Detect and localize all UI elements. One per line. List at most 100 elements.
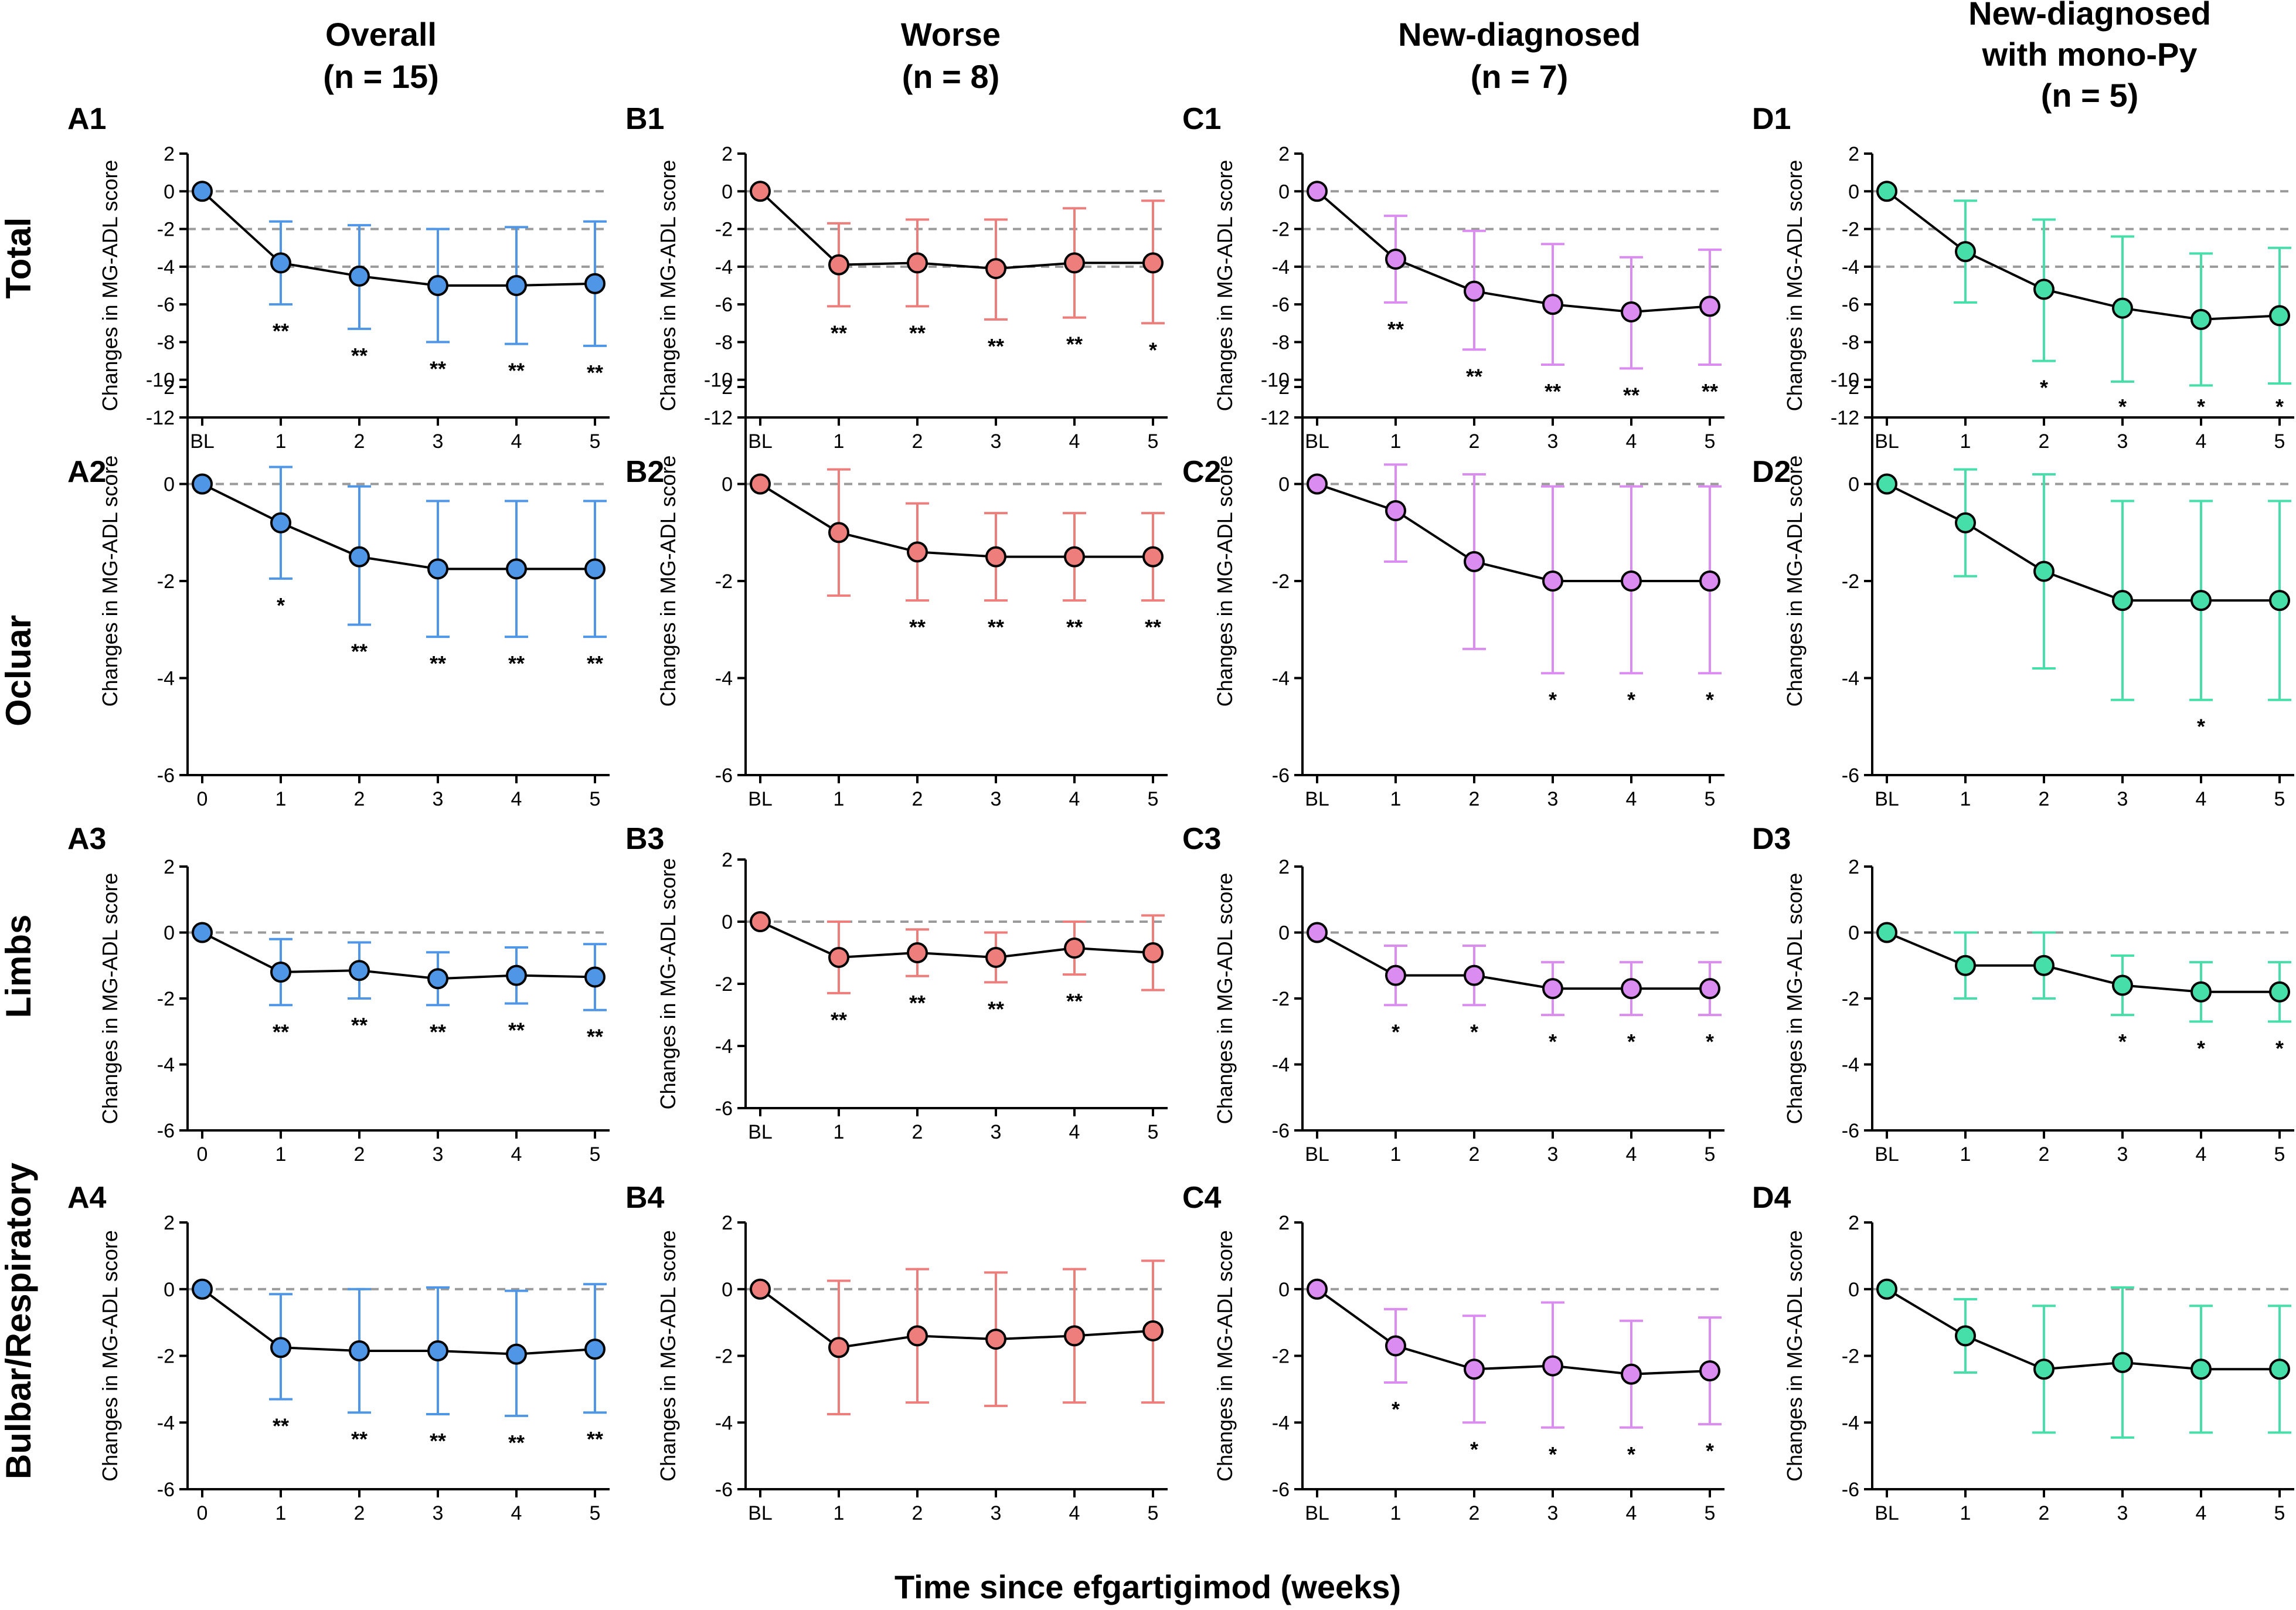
significance-marker: * xyxy=(2118,1030,2127,1054)
y-tick-label: 2 xyxy=(1848,856,1859,878)
y-axis-label: Changes in MG-ADL score xyxy=(1783,1230,1807,1482)
row-title-1: Total xyxy=(0,218,38,299)
y-tick-label: -10 xyxy=(1261,369,1290,392)
panel-label-A2: A2 xyxy=(67,455,106,489)
x-tick-label: 2 xyxy=(912,788,923,810)
y-axis-label: Changes in MG-ADL score xyxy=(1213,873,1237,1125)
y-tick-label: -4 xyxy=(157,668,175,690)
panel-A4: A4 2 0 -2 -4 -6 0 1 2 3 4 5 Changes in MG-ADL score *… xyxy=(67,1181,610,1524)
panel-label-D1: D1 xyxy=(1752,102,1791,136)
y-tick-label: -4 xyxy=(157,256,175,278)
y-tick-label: -6 xyxy=(1842,765,1859,787)
series-line xyxy=(1317,483,1710,582)
y-tick-label: -2 xyxy=(157,1346,175,1368)
y-tick-label: -6 xyxy=(1272,294,1290,316)
y-tick-label: 0 xyxy=(1278,181,1290,203)
x-tick-label: BL xyxy=(748,430,773,453)
y-axis-label: Changes in MG-ADL score xyxy=(1213,456,1237,707)
y-tick-label: -4 xyxy=(1272,256,1290,278)
data-point xyxy=(1464,280,1485,302)
y-tick-label: -4 xyxy=(715,1035,733,1058)
data-point xyxy=(427,968,448,990)
data-point xyxy=(828,946,849,968)
data-point xyxy=(1385,1335,1406,1357)
x-tick-label: BL xyxy=(1875,430,1899,453)
data-point xyxy=(1307,181,1328,202)
row-title-2: Ocluar xyxy=(0,615,38,726)
x-tick-label: 5 xyxy=(1705,430,1716,453)
x-tick-label: 3 xyxy=(991,430,1002,453)
x-tick-label: 2 xyxy=(354,1143,365,1166)
y-tick-label: 2 xyxy=(722,143,733,165)
y-tick-label: -4 xyxy=(715,256,733,278)
x-tick-label: 4 xyxy=(2196,430,2207,453)
y-tick-label: 0 xyxy=(1848,474,1859,496)
data-point xyxy=(2269,981,2290,1003)
panel-B4: B4 2 0 -2 -4 -6 BL 1 2 3 4 5 Changes in MG-ADL score xyxy=(625,1181,1168,1524)
significance-marker: ** xyxy=(430,1020,446,1044)
significance-marker: ** xyxy=(508,359,525,383)
y-tick-label: -6 xyxy=(1842,1120,1859,1142)
panel-label-C1: C1 xyxy=(1182,102,1221,136)
series-line xyxy=(1886,1288,2280,1371)
significance-marker: ** xyxy=(1623,383,1639,407)
series-line xyxy=(759,1288,1154,1349)
data-point xyxy=(828,1337,849,1358)
data-point xyxy=(2033,955,2055,976)
y-tick-label: -12 xyxy=(1261,407,1290,429)
x-tick-label: 0 xyxy=(197,1143,208,1166)
panel-D2: D2 2 0 -2 -4 -6 BL 1 2 3 4 5 Changes in MG-ADL score… xyxy=(1752,376,2294,810)
x-tick-label: 5 xyxy=(2274,1502,2285,1524)
y-tick-label: 0 xyxy=(164,922,175,945)
significance-marker: * xyxy=(1470,1437,1478,1461)
data-point xyxy=(349,265,370,287)
data-point xyxy=(2269,305,2290,327)
y-tick-label: -6 xyxy=(157,1479,175,1501)
panel-D4: D4 2 0 -2 -4 -6 BL 1 2 3 4 5 Changes in MG-ADL score xyxy=(1752,1181,2294,1524)
y-tick-label: 2 xyxy=(1278,376,1290,399)
column-title-2-line-1: Worse xyxy=(901,16,1001,53)
x-tick-label: BL xyxy=(1305,1502,1329,1524)
data-point xyxy=(750,911,771,932)
panel-label-A3: A3 xyxy=(67,822,106,856)
x-tick-label: 4 xyxy=(2196,788,2207,810)
y-axis-label: Changes in MG-ADL score xyxy=(98,1230,122,1482)
x-tick-label: 0 xyxy=(197,1502,208,1524)
significance-marker: * xyxy=(1392,1020,1400,1044)
data-point xyxy=(1064,252,1085,274)
y-axis-label: Changes in MG-ADL score xyxy=(98,456,122,707)
panel-label-D3: D3 xyxy=(1752,822,1791,856)
y-tick-label: -4 xyxy=(1272,668,1290,690)
data-point xyxy=(349,1340,370,1361)
x-tick-label: 2 xyxy=(912,1121,923,1143)
data-point xyxy=(1542,294,1563,315)
y-tick-label: -6 xyxy=(715,294,733,316)
panel-A2: A2 2 0 -2 -4 -6 0 1 2 3 4 5 Changes in MG-ADL score *… xyxy=(67,376,610,810)
x-tick-label: 1 xyxy=(834,1502,845,1524)
significance-marker: * xyxy=(1706,688,1714,712)
y-tick-label: -6 xyxy=(1272,765,1290,787)
significance-marker: ** xyxy=(1066,332,1083,356)
x-axis-title: Time since efgartigimod (weeks) xyxy=(894,1568,1401,1605)
panel-label-B2: B2 xyxy=(625,455,664,489)
data-point xyxy=(1955,955,1976,976)
column-title-4-line-3: (n = 5) xyxy=(2041,77,2138,114)
series-line xyxy=(1317,931,1710,990)
data-point xyxy=(1064,938,1085,959)
data-point xyxy=(506,964,527,986)
data-point xyxy=(907,541,928,563)
x-tick-label: 1 xyxy=(275,788,287,810)
y-tick-label: 2 xyxy=(164,1212,175,1234)
significance-marker: ** xyxy=(1066,615,1083,639)
panel-D1: D1 2 0 -2 -4 -6 -8 -10 -12 BL 1 2 3 4 5 Changes in MG-A… xyxy=(1752,102,2294,453)
significance-marker: ** xyxy=(351,1013,368,1037)
data-point xyxy=(1955,1325,1976,1347)
row-title-3: Limbs xyxy=(0,915,38,1018)
significance-marker: * xyxy=(1549,688,1557,712)
x-tick-label: 2 xyxy=(2039,1143,2050,1166)
data-point xyxy=(985,258,1006,280)
series-line xyxy=(202,931,596,980)
x-tick-label: 1 xyxy=(1390,788,1402,810)
x-tick-label: 1 xyxy=(275,1143,287,1166)
